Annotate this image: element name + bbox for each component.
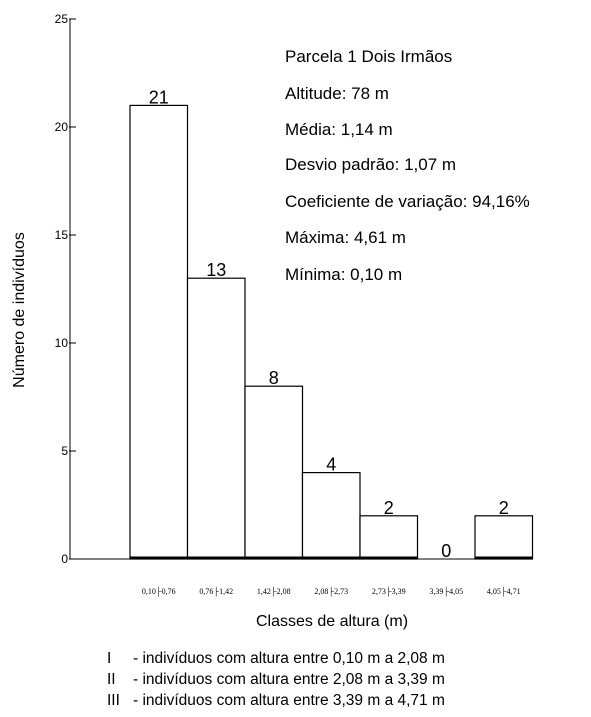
x-tick-label: 4,05├4,71 (487, 586, 521, 597)
y-tick-label: 15 (55, 228, 69, 242)
bar-value-label: 0 (441, 541, 451, 561)
y-tick-label: 25 (55, 12, 69, 26)
y-tick-label: 10 (55, 336, 69, 350)
histogram-bar (301, 472, 361, 560)
note-roman: III (107, 692, 120, 709)
stat-std-dev: Desvio padrão: 1,07 m (285, 155, 456, 174)
histogram-bar (244, 385, 304, 560)
note-text: - indivíduos com altura entre 3,39 m a 4… (133, 692, 445, 709)
stats-block: Parcela 1 Dois Irmãos Altitude: 78 m Méd… (285, 47, 530, 284)
stat-plot-name: Parcela 1 Dois Irmãos (285, 47, 452, 66)
x-axis-title: Classes de altura (m) (256, 613, 408, 630)
y-tick-label: 5 (61, 444, 68, 458)
note-row: II - indivíduos com altura entre 2,08 m a… (107, 671, 445, 689)
x-tick-label: 0,10├0,76 (142, 586, 176, 597)
plot-area: 0510152025210,10├0,76130,76├1,4281,42├2,… (55, 12, 534, 597)
x-tick-label: 1,42├2,08 (257, 586, 291, 597)
stat-min: Mínima: 0,10 m (285, 265, 402, 284)
histogram-bar (474, 515, 534, 560)
note-text: - indivíduos com altura entre 0,10 m a 2… (133, 650, 445, 667)
bar-value-label: 2 (384, 498, 394, 518)
x-tick-label: 0,76├1,42 (199, 586, 233, 597)
bar-value-label: 13 (206, 260, 226, 280)
y-tick-label: 0 (61, 552, 68, 566)
note-row: I - indivíduos com altura entre 0,10 m a … (107, 650, 445, 668)
y-tick-label: 20 (55, 120, 69, 134)
histogram-bar (129, 104, 189, 560)
histogram-bar (359, 515, 419, 560)
bar-value-label: 21 (149, 87, 169, 107)
stat-coef-variation: Coeficiente de variação: 94,16% (285, 192, 530, 211)
x-tick-label: 3,39├4,05 (429, 586, 463, 597)
note-row: III - indivíduos com altura entre 3,39 m … (107, 692, 445, 710)
note-text: - indivíduos com altura entre 2,08 m a 3… (133, 671, 445, 688)
bar-value-label: 4 (326, 455, 336, 475)
note-roman: I (107, 650, 112, 667)
stat-mean: Média: 1,14 m (285, 120, 393, 139)
stat-altitude: Altitude: 78 m (285, 84, 389, 103)
x-tick-label: 2,73├3,39 (372, 586, 406, 597)
histogram-bar (186, 277, 246, 560)
bar-value-label: 2 (499, 498, 509, 518)
bar-value-label: 8 (269, 368, 279, 388)
stat-max: Máxima: 4,61 m (285, 228, 406, 247)
x-tick-label: 2,08├2,73 (314, 586, 348, 597)
y-axis-title: Número de indivíduos (11, 232, 28, 388)
note-roman: II (107, 671, 116, 688)
